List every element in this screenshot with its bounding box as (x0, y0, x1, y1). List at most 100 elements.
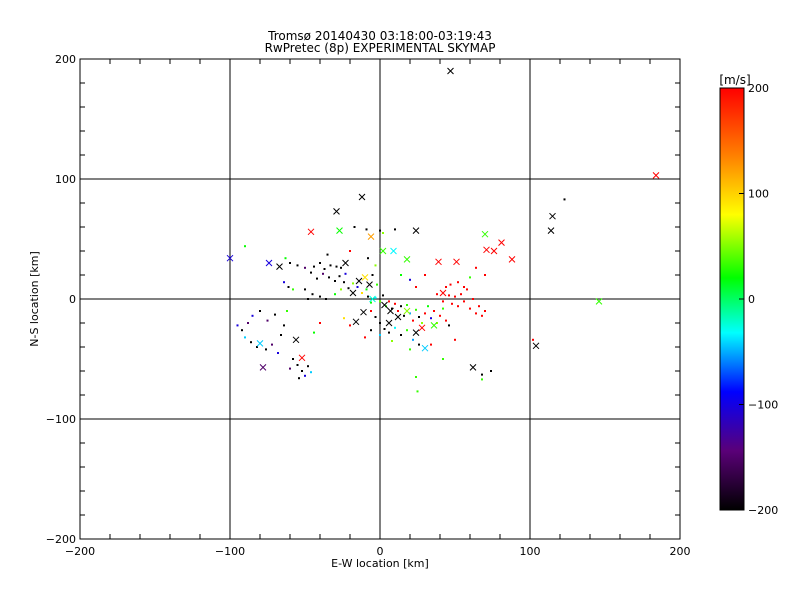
data-point-dot (424, 274, 426, 276)
data-point-cross (547, 227, 555, 234)
data-point-dot (364, 336, 366, 339)
data-point-dot (344, 272, 347, 275)
data-point-dot (430, 343, 432, 346)
data-point-dot (356, 286, 359, 288)
colorbar-tick-label: −200 (748, 504, 778, 517)
data-point-dot (301, 370, 303, 372)
data-point-dot (374, 264, 377, 267)
data-point-dot (400, 334, 402, 336)
data-point-dot (406, 329, 408, 332)
data-point-dot (277, 352, 279, 354)
data-point-cross (366, 281, 373, 288)
data-point-cross (490, 247, 498, 255)
data-point-dot (313, 265, 315, 268)
data-point-cross (532, 342, 540, 350)
data-point-cross (394, 313, 402, 321)
colorbar-tick-label: 0 (748, 293, 755, 306)
data-point-dot (457, 305, 459, 308)
y-tick-label: −100 (46, 413, 76, 426)
data-point-cross (342, 259, 349, 267)
data-point-cross (403, 307, 411, 315)
data-point-cross (355, 277, 363, 285)
data-point-dot (307, 298, 309, 300)
x-tick-label: 0 (377, 545, 384, 558)
data-point-cross (352, 318, 360, 326)
colorbar-ticks: −200 −100 0 100 200 (739, 82, 778, 517)
data-point-dot (313, 331, 315, 334)
data-point-cross (439, 289, 447, 297)
axis-ticks (79, 58, 681, 540)
data-point-dot (296, 364, 299, 366)
data-point-dot (326, 253, 329, 256)
data-point-dot (343, 317, 345, 320)
data-point-cross (259, 364, 267, 371)
data-point-cross (307, 228, 315, 236)
colorbar-tick-label: 100 (748, 188, 769, 201)
data-point-cross (349, 289, 357, 297)
colorbar-tick-label: 200 (748, 82, 769, 95)
data-point-dot (284, 257, 287, 260)
data-point-dot (259, 310, 261, 312)
data-point-dot (347, 287, 350, 290)
data-point-cross (412, 329, 420, 336)
data-point-dot (481, 373, 483, 376)
data-point-dot (403, 314, 405, 317)
data-point-cross (549, 212, 556, 220)
data-point-dot (379, 322, 381, 324)
data-point-dot (289, 262, 291, 264)
data-point-dot (475, 312, 477, 315)
data-point-cross (379, 247, 387, 255)
chart-title: Tromsø 20140430 03:18:00-03:19:43 (267, 29, 492, 43)
data-point-dot (391, 307, 393, 310)
data-point-dot (448, 294, 450, 297)
data-point-dot (349, 250, 351, 252)
x-axis-label: E-W location [km] (331, 557, 429, 570)
data-point-dot (367, 295, 369, 298)
data-point-dot (352, 282, 354, 285)
data-point-dot (418, 343, 420, 346)
data-point-dot (388, 331, 390, 334)
data-point-dot (328, 276, 330, 279)
data-point-cross (276, 263, 283, 270)
data-point-dot (334, 293, 336, 296)
data-point-dot (394, 326, 396, 329)
data-point-dot (563, 198, 566, 201)
data-point-dot (394, 228, 396, 231)
data-point-dot (415, 308, 417, 311)
data-point-dot (445, 286, 447, 288)
data-point-dot (292, 288, 294, 291)
data-point-cross (418, 324, 426, 332)
data-point-cross (265, 259, 273, 267)
data-point-dot (481, 314, 483, 317)
data-points (226, 67, 660, 393)
data-point-dot (374, 316, 377, 318)
data-point-cross (447, 67, 454, 75)
data-point-dot (251, 314, 254, 317)
data-point-dot (379, 229, 381, 232)
data-point-dot (383, 328, 386, 330)
data-point-cross (508, 256, 516, 263)
data-point-dot (457, 281, 459, 284)
data-point-dot (349, 324, 351, 327)
data-point-dot (271, 343, 273, 346)
data-point-dot (319, 322, 321, 324)
y-tick-label: 200 (55, 53, 76, 66)
data-point-dot (394, 302, 396, 305)
data-point-dot (415, 286, 417, 288)
data-point-dot (379, 334, 381, 336)
data-point-cross (481, 230, 489, 238)
data-point-dot (244, 245, 246, 248)
x-tick-label: 200 (670, 545, 691, 558)
data-point-cross (385, 319, 393, 327)
data-point-dot (472, 298, 474, 300)
data-point-dot (283, 324, 285, 327)
data-point-dot (367, 257, 369, 260)
y-tick-label: 100 (55, 173, 76, 186)
data-point-dot (266, 319, 269, 322)
data-point-cross (403, 256, 411, 263)
data-point-dot (412, 338, 414, 341)
data-point-dot (325, 298, 327, 300)
data-point-dot (448, 324, 450, 327)
data-point-cross (226, 254, 234, 262)
data-point-dot (451, 302, 453, 305)
